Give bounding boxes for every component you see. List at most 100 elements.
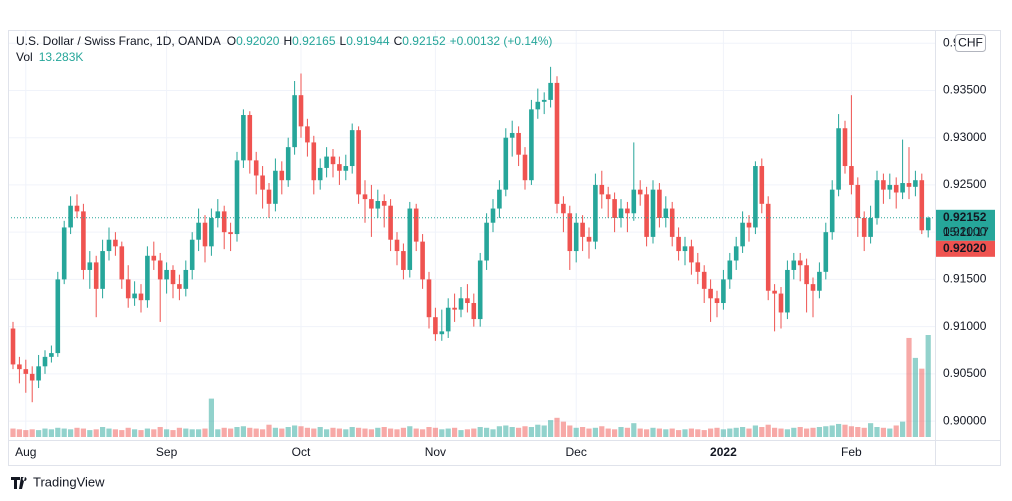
volume-bar (272, 427, 278, 437)
volume-bar (490, 429, 496, 437)
candle-body (74, 205, 80, 212)
volume-bar (42, 428, 48, 437)
volume-bar (816, 427, 822, 437)
volume-bar (170, 430, 176, 437)
candle-body (855, 184, 861, 218)
x-tick-label: Oct (292, 445, 311, 459)
candle-body (324, 156, 329, 168)
candle-body (413, 208, 419, 242)
volume-bar (202, 428, 208, 437)
candle-body (215, 211, 221, 218)
y-tick-label: 0.91500 (943, 272, 987, 286)
candle-body (669, 208, 675, 237)
candle-body (234, 160, 240, 235)
candle-body (721, 279, 726, 304)
candle-body (503, 137, 509, 190)
volume-bar (477, 427, 483, 437)
last-price-box (936, 209, 995, 241)
x-tick-label: Sep (156, 445, 178, 459)
candle-body (817, 271, 822, 291)
candle-body (637, 189, 643, 195)
candle-body (298, 95, 304, 127)
candle-body (100, 251, 105, 289)
volume-bar (93, 429, 99, 437)
volume-bar (317, 427, 323, 437)
x-tick-label: Nov (425, 445, 446, 459)
volume-bar (656, 428, 662, 437)
volume-bar (87, 430, 93, 437)
candle-body (381, 200, 387, 206)
candle-body (509, 132, 515, 138)
candle-body (349, 130, 355, 167)
volume-bar (573, 427, 579, 437)
candle-body (439, 331, 445, 335)
candle-body (311, 142, 317, 181)
volume-bar (810, 427, 816, 437)
volume-bar (240, 426, 246, 437)
volume-bar (733, 427, 739, 437)
volume-bar (727, 428, 733, 437)
volume-bar (791, 427, 797, 437)
volume-bar (151, 429, 157, 437)
volume-bar (23, 430, 29, 437)
candle-body (727, 260, 733, 280)
volume-bar (68, 429, 74, 437)
volume-bar (439, 429, 445, 437)
volume-layer (10, 335, 931, 437)
volume-bar (196, 429, 202, 437)
axis-layer: 0.90000 0.90500 0.91000 0.91500 0.92000 0.925… (15, 35, 987, 459)
y-tick-label: 0.92500 (943, 177, 987, 191)
candle-body (465, 298, 470, 304)
candle-body (292, 95, 297, 148)
volume-bar (407, 426, 413, 437)
grid (8, 30, 935, 440)
candle-body (804, 265, 809, 285)
volume-bar (624, 427, 630, 437)
countdown: 15:11:17 (943, 225, 989, 239)
candle-body (337, 164, 342, 171)
brand: TradingView (11, 474, 105, 489)
candle-body (759, 166, 765, 204)
volume-bar (560, 421, 566, 437)
volume-bar (285, 427, 291, 437)
volume-bar (304, 427, 310, 437)
y-tick-label: 0.92000 (943, 224, 987, 238)
candle-body (401, 251, 406, 270)
candle-body (836, 128, 841, 190)
volume-bar (503, 425, 509, 437)
x-tick-label: Aug (15, 445, 36, 459)
candle-body (426, 279, 432, 318)
currency-label: CHF (958, 36, 983, 50)
volume-bar (157, 427, 163, 437)
volume-bar (848, 426, 854, 437)
currency-box (955, 34, 986, 52)
volume-bar (522, 426, 528, 437)
volume-bar (631, 423, 637, 437)
volume-bar (400, 427, 406, 437)
candle-body (369, 199, 374, 209)
candle-body (266, 189, 272, 204)
volume-label: Vol (16, 50, 33, 64)
candle-body (567, 213, 573, 252)
volume-bar (535, 424, 541, 437)
candle-body (119, 246, 125, 280)
x-tick-label: Feb (841, 445, 862, 459)
volume-bar (804, 428, 810, 437)
candle-body (253, 160, 259, 176)
volume-bar (688, 428, 694, 437)
volume-bar (381, 427, 387, 437)
candle-body (497, 189, 502, 209)
open-price-label: 0.92020 (943, 241, 987, 255)
candle-body (151, 255, 157, 261)
candle-body (599, 184, 605, 195)
candle-body (541, 99, 547, 102)
candle-body (900, 183, 905, 193)
volume-bar (592, 427, 598, 437)
candle-body (241, 115, 246, 161)
volume-bar (772, 427, 778, 437)
volume-bar (740, 427, 746, 437)
y-tick-label: 0.90500 (943, 366, 987, 380)
volume-bar (842, 424, 848, 437)
candle-body (196, 222, 201, 240)
volume-bar (29, 429, 35, 437)
